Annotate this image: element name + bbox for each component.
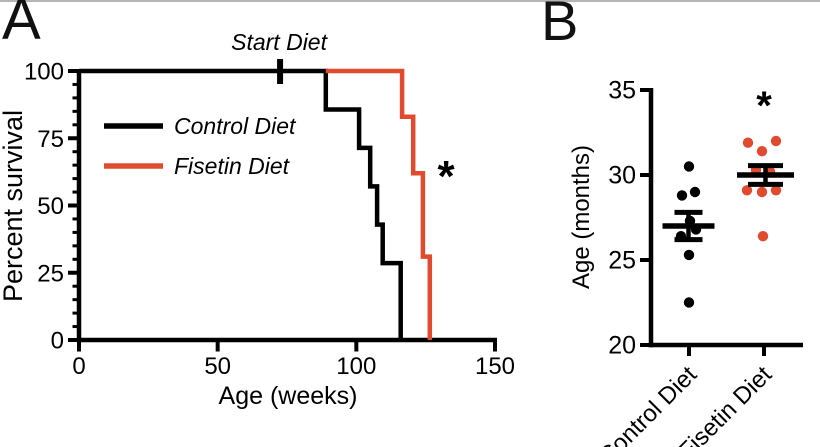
b-dot-fisetin-diet (742, 137, 754, 148)
figure-top-border (0, 0, 820, 2)
a-x-tick-label: 0 (72, 353, 85, 380)
b-dot-control-diet (683, 297, 695, 308)
a-y-tick-label: 75 (37, 126, 64, 153)
b-significance-asterisk: * (756, 84, 772, 128)
a-x-tick-label: 150 (475, 353, 515, 380)
a-y-tick-label: 100 (24, 59, 64, 86)
a-y-axis-title: Percent survival (0, 110, 28, 302)
b-dot-fisetin-diet (770, 185, 782, 196)
a-y-tick-label: 50 (37, 193, 64, 220)
a-x-tick-label: 50 (204, 353, 231, 380)
panel-a-label: A (2, 0, 41, 52)
b-dot-fisetin-diet (756, 146, 768, 157)
a-curve-fisetin-diet (325, 68, 433, 340)
a-start-diet-label: Start Diet (231, 29, 328, 55)
b-dot-control-diet (676, 190, 688, 201)
b-y-tick-label: 25 (608, 247, 636, 275)
a-y-tick-label: 0 (51, 328, 64, 355)
a-x-tick-label: 100 (336, 353, 376, 380)
b-dot-fisetin-diet (770, 135, 782, 147)
b-dot-control-diet (689, 186, 701, 198)
a-legend-label-fisetin-diet: Fisetin Diet (174, 153, 291, 179)
panel-b-label: B (541, 0, 579, 52)
panel-a-plot: 0 25 50 75 100 0 50 100 150 Percent survival Age (… (0, 29, 515, 410)
a-x-axis-title: Age (weeks) (219, 382, 358, 410)
b-y-axis-title: Age (months) (568, 145, 595, 289)
b-dot-control-diet (683, 249, 695, 261)
b-dot-fisetin-diet (741, 185, 753, 196)
b-dot-fisetin-diet (756, 186, 768, 198)
b-y-tick-label: 30 (608, 162, 636, 190)
a-legend-label-control-diet: Control Diet (174, 113, 297, 139)
b-dot-control-diet (683, 161, 695, 172)
b-dot-fisetin-diet (757, 231, 769, 242)
a-curve-control-diet (79, 68, 403, 340)
b-y-tick-label: 35 (608, 77, 636, 105)
b-y-tick-label: 20 (608, 332, 636, 360)
a-significance-asterisk: * (437, 152, 455, 201)
a-y-tick-label: 25 (37, 260, 64, 287)
